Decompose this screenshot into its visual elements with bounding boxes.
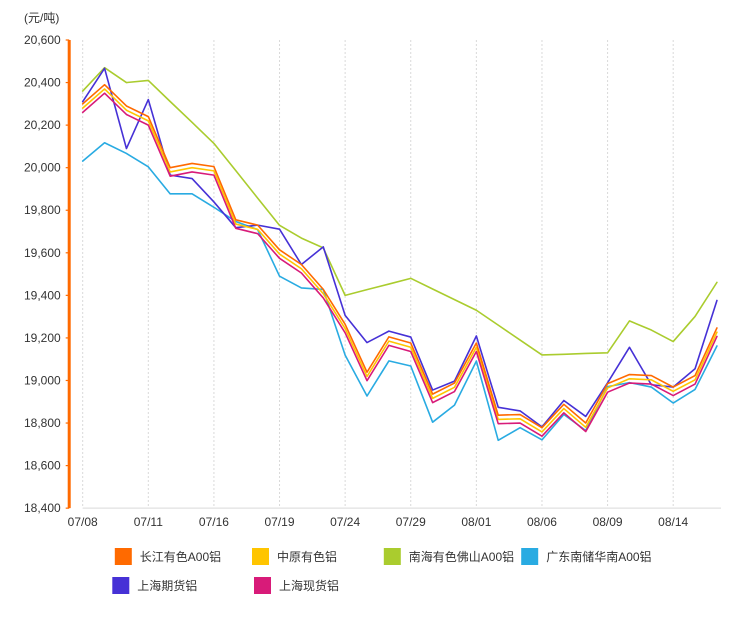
svg-text:07/16: 07/16 <box>199 515 229 529</box>
svg-text:07/29: 07/29 <box>396 515 426 529</box>
svg-text:19,600: 19,600 <box>24 246 61 260</box>
svg-text:广东南储华南A00铝: 广东南储华南A00铝 <box>546 549 651 564</box>
svg-text:20,200: 20,200 <box>24 118 61 132</box>
svg-text:上海期货铝: 上海期货铝 <box>137 578 197 593</box>
svg-text:长江有色A00铝: 长江有色A00铝 <box>140 549 221 564</box>
svg-text:07/08: 07/08 <box>68 515 98 529</box>
svg-text:20,000: 20,000 <box>24 161 61 175</box>
svg-text:18,800: 18,800 <box>24 416 61 430</box>
svg-text:08/09: 08/09 <box>593 515 623 529</box>
svg-text:07/24: 07/24 <box>330 515 360 529</box>
svg-text:19,800: 19,800 <box>24 203 61 217</box>
svg-text:08/01: 08/01 <box>461 515 491 529</box>
svg-text:20,600: 20,600 <box>24 33 61 47</box>
svg-text:20,400: 20,400 <box>24 76 61 90</box>
svg-text:中原有色铝: 中原有色铝 <box>277 549 337 564</box>
svg-text:(元/吨): (元/吨) <box>24 11 59 25</box>
svg-text:19,200: 19,200 <box>24 331 61 345</box>
svg-text:07/11: 07/11 <box>134 515 163 529</box>
svg-text:08/14: 08/14 <box>658 515 688 529</box>
svg-text:07/19: 07/19 <box>265 515 295 529</box>
svg-text:08/06: 08/06 <box>527 515 557 529</box>
svg-text:上海现货铝: 上海现货铝 <box>279 578 339 593</box>
svg-text:18,400: 18,400 <box>24 501 61 515</box>
svg-text:南海有色佛山A00铝: 南海有色佛山A00铝 <box>409 549 514 564</box>
svg-text:19,000: 19,000 <box>24 373 61 387</box>
svg-text:19,400: 19,400 <box>24 288 61 302</box>
svg-text:18,600: 18,600 <box>24 459 61 473</box>
